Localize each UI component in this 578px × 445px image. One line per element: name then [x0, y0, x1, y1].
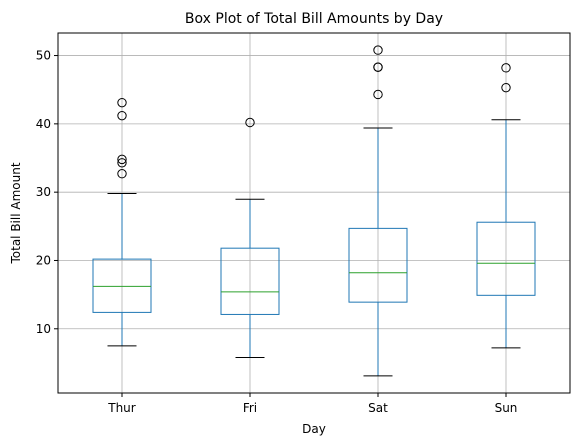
y-tick-label: 10	[36, 322, 51, 336]
x-tick-label: Sun	[495, 401, 518, 415]
outlier-point	[245, 117, 255, 128]
iqr-box	[220, 247, 280, 315]
outlier-point	[373, 89, 383, 100]
x-tick-label: Thur	[107, 401, 136, 415]
box-group-sat	[348, 45, 408, 377]
outlier-point	[117, 169, 127, 179]
box-group-thur	[92, 97, 152, 347]
y-tick-label: 20	[36, 253, 51, 267]
outlier-point	[501, 82, 511, 93]
y-tick-label: 50	[36, 49, 51, 63]
outlier-point	[373, 45, 383, 55]
outlier-point	[117, 154, 127, 165]
y-tick-label: 40	[36, 117, 51, 131]
box-group-sun	[476, 63, 536, 349]
tick-layer: 10 20 30 40 50 Thur Fri Sat Sun	[36, 49, 518, 415]
iqr-box	[348, 227, 408, 303]
outlier-point	[117, 110, 127, 121]
box-layer	[92, 45, 536, 377]
y-tick-label: 30	[36, 185, 51, 199]
outlier-point	[117, 158, 127, 168]
x-axis-label: Day	[302, 422, 326, 436]
outlier-point	[501, 63, 511, 73]
outlier-point	[373, 62, 383, 72]
x-tick-label: Sat	[368, 401, 388, 415]
iqr-box	[476, 221, 536, 296]
y-axis-label: Total Bill Amount	[9, 162, 23, 264]
outlier-point	[117, 97, 127, 108]
x-tick-label: Fri	[243, 401, 257, 415]
chart-title: Box Plot of Total Bill Amounts by Day	[185, 11, 443, 27]
box-group-fri	[220, 117, 280, 358]
plot-frame	[57, 32, 571, 394]
grid-layer	[58, 33, 570, 393]
iqr-box	[92, 258, 152, 313]
